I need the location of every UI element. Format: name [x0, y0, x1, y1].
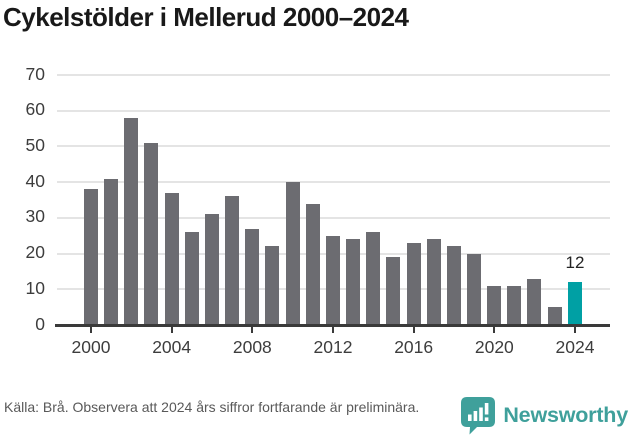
x-tick-label-2024: 2024 [555, 337, 595, 357]
y-tick-label-0: 0 [35, 313, 45, 334]
y-tick-label-60: 60 [25, 99, 45, 120]
bar-2007 [225, 196, 240, 325]
gridline-70 [57, 74, 610, 76]
bar-2005 [184, 232, 199, 325]
value-label-2024: 12 [565, 253, 585, 273]
y-tick-label-70: 70 [25, 63, 45, 84]
bars [84, 75, 582, 325]
bar-2016 [406, 242, 421, 325]
bar-2011 [305, 203, 320, 325]
newsworthy-brand: Newsworthy [460, 396, 628, 435]
bar-2001 [104, 178, 119, 325]
y-tick-label-40: 40 [25, 170, 45, 191]
bar-2012 [325, 235, 340, 325]
gridline-60 [57, 109, 610, 112]
bar-2014 [366, 232, 381, 325]
x-tick-label-2020: 2020 [474, 337, 514, 357]
gridline-30 [57, 216, 610, 219]
bar-2020 [487, 285, 502, 325]
bar-2006 [204, 214, 219, 325]
bar-2018 [446, 246, 461, 325]
x-tick-2020 [493, 327, 496, 333]
x-tick-2024 [574, 327, 576, 333]
bar-2004 [164, 192, 179, 325]
bar-2015 [386, 257, 401, 325]
x-tick-2004 [170, 327, 173, 333]
x-tick-label-2012: 2012 [313, 337, 353, 357]
bar-2008 [245, 228, 260, 325]
bar-2023 [547, 307, 562, 325]
bar-2019 [466, 253, 481, 325]
bar-2000 [84, 189, 98, 325]
x-tick-label-2000: 2000 [71, 337, 111, 357]
y-axis-labels: 0 10 20 30 40 50 60 70 [0, 65, 45, 332]
y-tick-label-10: 10 [25, 277, 45, 298]
gridline-40 [57, 181, 610, 184]
bar-2003 [144, 142, 159, 325]
x-axis-line [55, 324, 610, 327]
bar-2022 [527, 278, 542, 325]
x-tick-label-2008: 2008 [232, 337, 272, 357]
bar-2002 [124, 117, 139, 325]
plot-area: 2000 2004 2008 2012 2016 2020 2024 12 [55, 74, 610, 357]
bar-2024 [567, 282, 582, 325]
bar-2013 [346, 239, 361, 325]
x-tick-2008 [251, 327, 254, 333]
newsworthy-wordmark: Newsworthy [503, 403, 628, 427]
bar-2017 [426, 239, 441, 325]
y-tick-label-50: 50 [25, 134, 45, 155]
footer: Källa: Brå. Observera att 2024 års siffr… [0, 392, 631, 439]
bar-2009 [265, 246, 280, 325]
bar-2010 [285, 182, 300, 325]
x-tick-2000 [90, 327, 92, 333]
x-tick-label-2016: 2016 [394, 337, 434, 357]
newsworthy-logo-icon [461, 397, 496, 435]
chart-title: Cykelstölder i Mellerud 2000–2024 [3, 2, 409, 32]
x-tick-label-2004: 2004 [152, 337, 192, 357]
bar-2021 [507, 285, 522, 325]
y-tick-label-20: 20 [25, 242, 45, 263]
source-note: Källa: Brå. Observera att 2024 års siffr… [4, 399, 420, 415]
x-tick-2016 [412, 327, 415, 333]
y-tick-label-30: 30 [25, 206, 45, 227]
x-tick-2012 [332, 327, 334, 333]
gridline-50 [57, 145, 610, 148]
